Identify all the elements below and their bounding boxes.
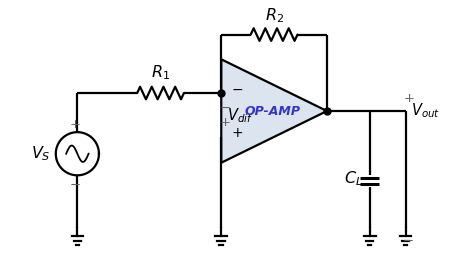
Text: $V_S$: $V_S$ [31, 144, 50, 163]
Text: $-$: $-$ [402, 234, 414, 247]
Text: $+$: $+$ [231, 126, 243, 140]
Text: $+$: $+$ [402, 92, 414, 105]
Text: $+$: $+$ [69, 117, 81, 131]
Text: $R_2$: $R_2$ [264, 6, 283, 25]
Text: $-$: $-$ [219, 101, 231, 114]
Text: $C_L$: $C_L$ [344, 169, 363, 188]
Text: $-$: $-$ [231, 82, 243, 96]
Text: $-$: $-$ [69, 178, 81, 191]
Text: $R_1$: $R_1$ [151, 63, 170, 82]
Text: OP-AMP: OP-AMP [244, 104, 300, 117]
Text: $V_{dif}$: $V_{dif}$ [227, 106, 254, 125]
Polygon shape [221, 59, 327, 163]
Text: $V_{out}$: $V_{out}$ [411, 102, 440, 120]
Text: $+$: $+$ [219, 116, 231, 129]
